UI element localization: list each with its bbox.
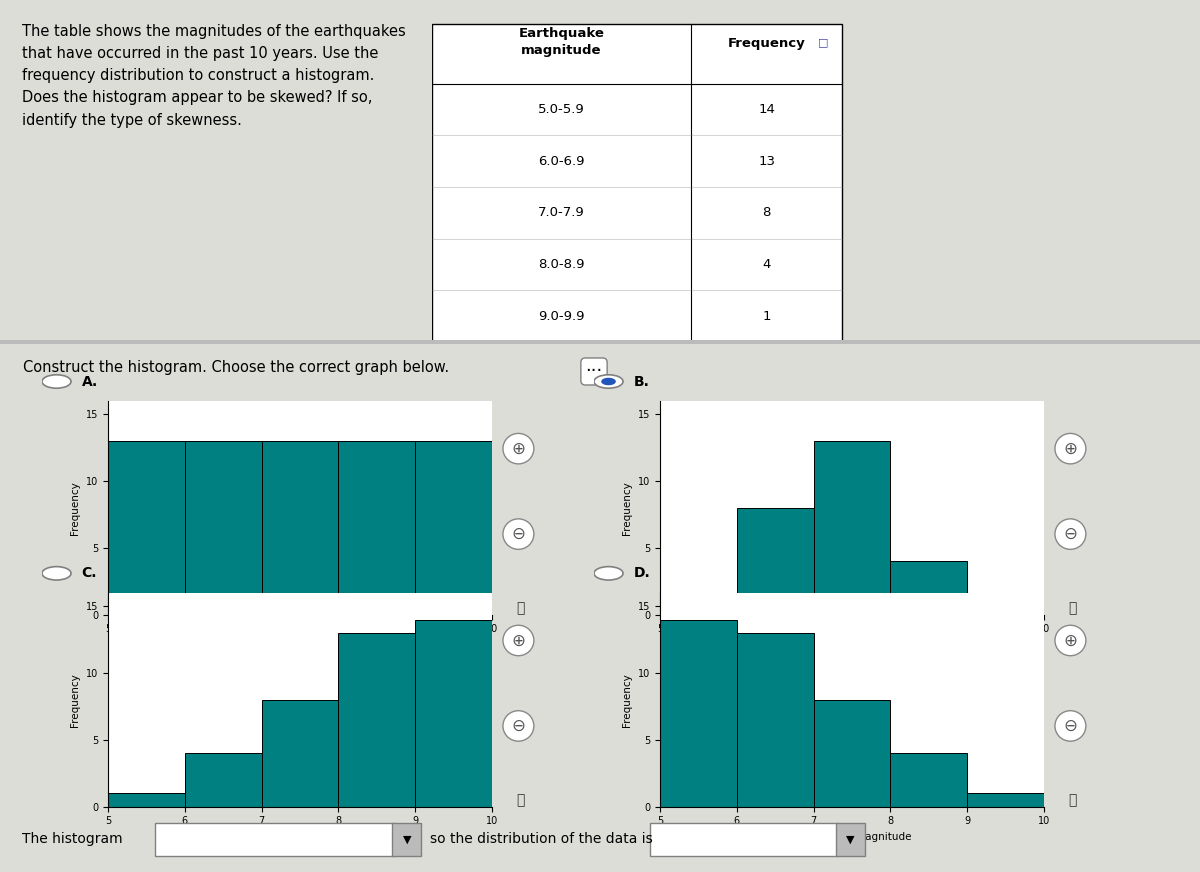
Text: ⊖: ⊖ — [1063, 525, 1078, 543]
Circle shape — [1055, 625, 1086, 656]
Bar — [108, 441, 185, 615]
Text: The table shows the magnitudes of the earthquakes
that have occurred in the past: The table shows the magnitudes of the ea… — [22, 24, 406, 127]
Circle shape — [1055, 711, 1086, 741]
Text: □: □ — [817, 37, 828, 47]
Bar — [185, 441, 262, 615]
Bar — [737, 633, 814, 807]
Bar — [737, 508, 814, 615]
X-axis label: Earthquake Magnitude: Earthquake Magnitude — [793, 640, 911, 650]
Text: ⊖: ⊖ — [1063, 717, 1078, 735]
Bar — [262, 441, 338, 615]
Bar — [890, 562, 967, 615]
Text: ···: ··· — [586, 363, 602, 380]
Bar — [185, 753, 262, 807]
Circle shape — [42, 375, 71, 388]
X-axis label: Earthquake Magnitude: Earthquake Magnitude — [241, 832, 359, 841]
X-axis label: Earthquake magnitude: Earthquake magnitude — [792, 832, 912, 841]
Text: Construct the histogram. Choose the correct graph below.: Construct the histogram. Choose the corr… — [23, 359, 449, 375]
Circle shape — [503, 519, 534, 549]
Text: ⊖: ⊖ — [511, 525, 526, 543]
Bar — [890, 753, 967, 807]
FancyBboxPatch shape — [836, 822, 865, 856]
Text: Frequency: Frequency — [728, 37, 805, 51]
Text: 4: 4 — [763, 258, 770, 271]
Text: ⧉: ⧉ — [517, 794, 524, 807]
Y-axis label: Frequency: Frequency — [623, 481, 632, 535]
Bar — [660, 620, 737, 807]
Text: ▼: ▼ — [402, 835, 410, 844]
FancyBboxPatch shape — [392, 822, 421, 856]
FancyBboxPatch shape — [155, 822, 395, 856]
Bar — [338, 441, 415, 615]
Circle shape — [602, 378, 616, 385]
Bar — [814, 441, 890, 615]
Text: 14: 14 — [758, 103, 775, 116]
Bar — [660, 602, 737, 615]
Text: 6.0-6.9: 6.0-6.9 — [539, 154, 584, 167]
X-axis label: Earthquake magnitude: Earthquake magnitude — [240, 640, 360, 650]
Bar — [967, 602, 1044, 615]
Circle shape — [1055, 519, 1086, 549]
Y-axis label: Frequency: Frequency — [71, 481, 80, 535]
Bar — [108, 794, 185, 807]
Text: 8.0-8.9: 8.0-8.9 — [539, 258, 584, 271]
Text: C.: C. — [82, 566, 97, 581]
Text: 13: 13 — [758, 154, 775, 167]
Bar — [415, 441, 492, 615]
FancyBboxPatch shape — [649, 822, 839, 856]
Bar — [262, 699, 338, 807]
Circle shape — [503, 625, 534, 656]
Text: B.: B. — [634, 374, 649, 389]
Text: ⊕: ⊕ — [511, 631, 526, 650]
Text: Earthquake
magnitude: Earthquake magnitude — [518, 27, 605, 58]
Text: 9.0-9.9: 9.0-9.9 — [539, 310, 584, 323]
Circle shape — [594, 567, 623, 580]
Text: ⊕: ⊕ — [511, 439, 526, 458]
Text: A.: A. — [82, 374, 98, 389]
Y-axis label: Frequency: Frequency — [71, 673, 80, 726]
Text: ⊖: ⊖ — [511, 717, 526, 735]
Text: 5.0-5.9: 5.0-5.9 — [539, 103, 584, 116]
Text: D.: D. — [634, 566, 650, 581]
Y-axis label: Frequency: Frequency — [623, 673, 632, 726]
Bar — [415, 620, 492, 807]
Text: 1: 1 — [762, 310, 772, 323]
Text: ⧉: ⧉ — [1069, 602, 1076, 616]
Bar — [814, 699, 890, 807]
Circle shape — [503, 433, 534, 464]
Text: so the distribution of the data is: so the distribution of the data is — [431, 832, 653, 847]
Text: The histogram: The histogram — [23, 832, 122, 847]
Circle shape — [594, 375, 623, 388]
Text: ▼: ▼ — [846, 835, 854, 844]
Bar — [967, 794, 1044, 807]
Text: 8: 8 — [763, 207, 770, 220]
Circle shape — [1055, 433, 1086, 464]
Circle shape — [503, 711, 534, 741]
Text: ⧉: ⧉ — [517, 602, 524, 616]
Text: 7.0-7.9: 7.0-7.9 — [539, 207, 584, 220]
Bar — [338, 633, 415, 807]
Text: ⊕: ⊕ — [1063, 631, 1078, 650]
Text: ⊕: ⊕ — [1063, 439, 1078, 458]
Circle shape — [42, 567, 71, 580]
Text: ⧉: ⧉ — [1069, 794, 1076, 807]
